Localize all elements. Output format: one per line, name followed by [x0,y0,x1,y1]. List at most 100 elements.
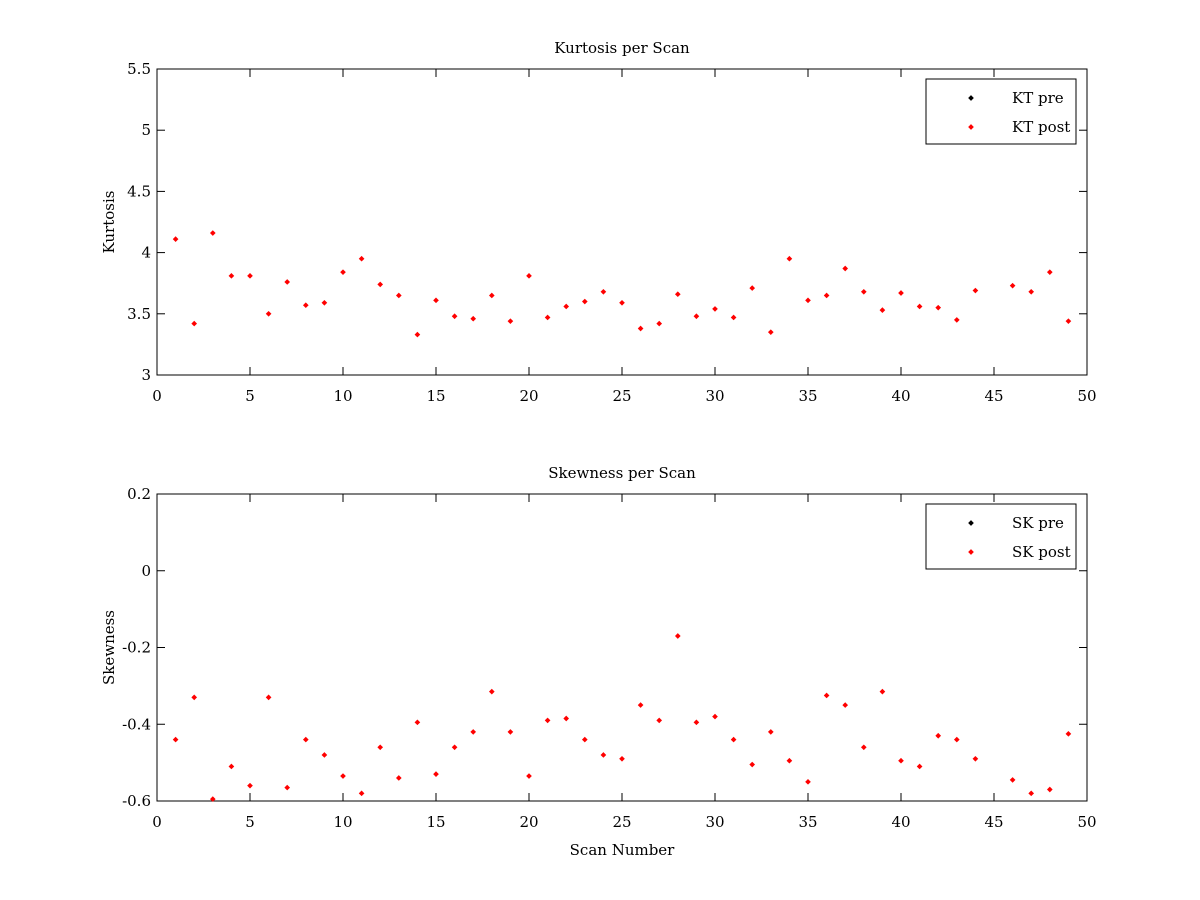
skewness-point-post [786,757,793,764]
kurtosis-point-post [433,297,439,304]
skewness-point-post [1028,790,1035,797]
skewness-point-post [563,715,570,722]
skewness-x-tick-label: 25 [612,813,631,831]
kurtosis-point-post [805,297,811,304]
skewness-chart-title: Skewness per Scan [548,464,696,482]
kurtosis-point-post [302,302,309,309]
skewness-legend: SK pre SK post [925,503,1077,570]
kurtosis-y-tick-label: 5 [141,121,151,139]
kurtosis-point-post [358,255,365,262]
skewness-point-post [488,688,495,695]
kurtosis-y-tick-label: 3 [141,366,151,384]
kurtosis-point-post [228,273,235,279]
skewness-point-post [860,744,867,751]
skewness-point-post [265,694,272,701]
skewness-x-tick-label: 50 [1077,813,1096,831]
skewness-point-post [656,717,663,724]
skewness-point-post [1009,777,1016,783]
skewness-point-post [674,633,681,639]
skewness-point-post [470,729,477,735]
skewness-point-post [395,775,402,781]
legend-marker-sk-post [968,549,974,555]
kurtosis-point-post [619,299,625,306]
skewness-y-tick-label: -0.2 [122,639,151,657]
skewness-x-tick-label: 30 [705,813,724,831]
skewness-point-post [302,736,309,743]
kurtosis-point-post [1046,269,1053,276]
kurtosis-point-post [247,273,253,279]
skewness-point-post [451,744,458,751]
skewness-point-post [321,752,328,758]
skewness-x-axis-label: Scan Number [570,841,676,859]
kurtosis-y-tick-label: 4.5 [127,182,151,200]
kurtosis-point-post [674,291,681,298]
kurtosis-point-post [953,317,960,323]
skewness-points [172,633,1072,802]
kurtosis-y-tick-label: 4 [141,244,151,262]
skewness-point-post [693,719,700,726]
kurtosis-y-tick-label: 3.5 [127,305,151,323]
kurtosis-x-tick-label: 25 [612,387,631,405]
kurtosis-ticks: 0 5 10 15 20 25 30 35 40 45 50 3 3.5 4 4.5 5 5.5 [127,60,1096,405]
kurtosis-chart-title: Kurtosis per Scan [554,39,690,57]
skewness-point-post [805,778,811,785]
legend-label-kt-post: KT post [1012,118,1070,136]
skewness-point-post [191,694,198,701]
kurtosis-point-post [1009,282,1016,289]
skewness-point-post [953,736,960,743]
kurtosis-point-post [451,313,458,320]
skewness-x-tick-label: 15 [426,813,445,831]
skewness-point-post [749,761,756,768]
skewness-y-tick-label: 0.2 [127,485,151,503]
kurtosis-point-post [507,318,514,324]
kurtosis-x-tick-label: 15 [426,387,445,405]
skewness-y-tick-label: -0.6 [122,792,151,810]
skewness-point-post [414,719,421,726]
kurtosis-point-post [656,320,663,327]
legend-marker-kt-pre [968,95,974,101]
kurtosis-point-post [563,303,570,310]
kurtosis-point-post [767,329,774,335]
kurtosis-point-post [209,230,216,236]
kurtosis-point-post [1065,318,1072,324]
kurtosis-points [172,230,1072,338]
kurtosis-point-post [284,279,291,285]
skewness-y-axis-label: Skewness [100,610,118,685]
kurtosis-point-post [395,292,402,299]
kurtosis-point-post [712,306,718,312]
skewness-point-post [600,752,607,758]
skewness-x-tick-label: 20 [519,813,538,831]
kurtosis-point-post [488,292,495,299]
kurtosis-point-post [860,288,867,295]
skewness-point-post [898,757,904,764]
skewness-point-post [730,736,737,743]
skewness-point-post [358,790,365,797]
kurtosis-point-post [1028,288,1035,295]
skewness-point-post [284,784,291,791]
skewness-x-tick-label: 5 [245,813,255,831]
kurtosis-point-post [581,298,588,305]
skewness-point-post [879,688,886,695]
skewness-x-tick-label: 10 [333,813,352,831]
skewness-point-post [340,773,346,779]
kurtosis-point-post [786,255,793,262]
kurtosis-point-post [730,314,737,321]
skewness-point-post [972,755,979,762]
skewness-point-post [433,771,439,777]
skewness-x-tick-label: 0 [152,813,162,831]
kurtosis-point-post [972,287,979,294]
kurtosis-point-post [693,313,700,320]
kurtosis-x-tick-label: 0 [152,387,162,405]
skewness-y-tick-label: -0.4 [122,715,151,733]
kurtosis-point-post [749,285,756,291]
kurtosis-point-post [898,290,904,296]
skewness-point-post [209,796,216,802]
skewness-point-post [377,744,384,751]
kurtosis-x-tick-label: 5 [245,387,255,405]
kurtosis-panel: Kurtosis per Scan Kurtosis 0 5 10 15 20 25 30 3… [100,39,1097,405]
skewness-point-post [228,763,235,770]
skewness-point-post [544,717,551,724]
kurtosis-point-post [414,331,421,338]
kurtosis-point-post [600,288,607,295]
